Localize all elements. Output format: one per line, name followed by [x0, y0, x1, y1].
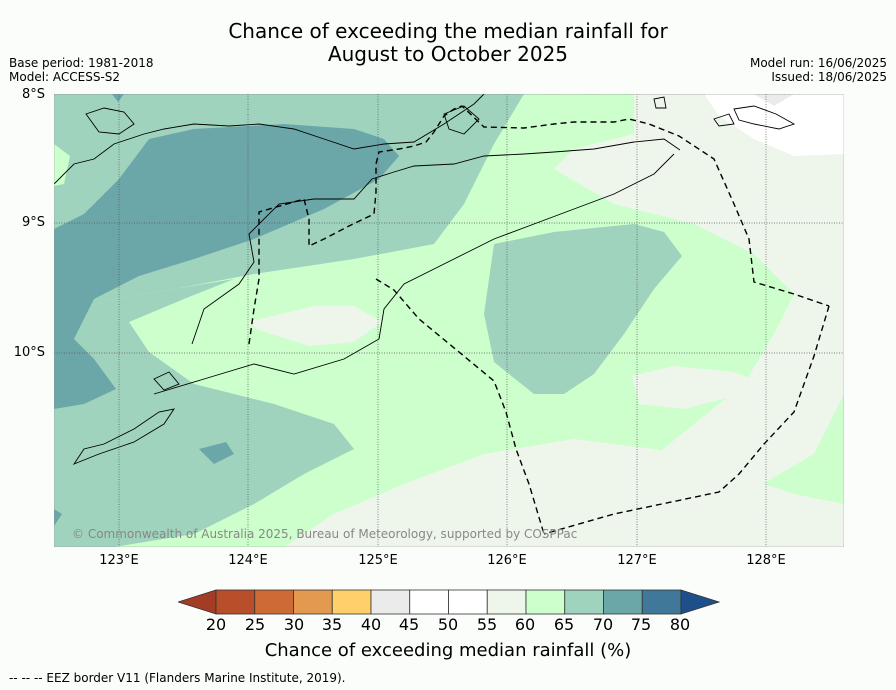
colorbar-segment [603, 589, 643, 615]
zone-55-60-central [247, 306, 382, 346]
zone-55-60-east [524, 94, 844, 514]
zone-70-75-main [54, 124, 399, 409]
colorbar-segments [178, 589, 720, 615]
cb-tick-55: 55 [476, 615, 498, 634]
lon-label-124e: 124°E [228, 553, 268, 568]
lat-label-8s: 8°S [21, 87, 45, 102]
coastline-north-islands [54, 94, 485, 185]
title-line-2: August to October 2025 [327, 42, 569, 66]
meta-left: Base period: 1981-2018 Model: ACCESS-S2 [9, 56, 154, 84]
lon-label-127e: 127°E [617, 553, 657, 568]
colorbar-segment [254, 589, 294, 615]
colorbar-segment [215, 589, 256, 615]
zone-70-75-corner [54, 509, 62, 526]
colorbar-segment [331, 589, 372, 615]
cb-tick-75: 75 [630, 615, 652, 634]
colorbar-segment [641, 589, 682, 615]
coastline-alor [85, 107, 135, 135]
coastlines [54, 94, 796, 465]
cb-tick-20: 20 [205, 615, 227, 634]
cb-tick-80: 80 [669, 615, 691, 634]
eez-east-timor [375, 278, 545, 535]
colorbar-label: Chance of exceeding median rainfall (%) [264, 640, 632, 661]
colorbar-segment [409, 589, 449, 615]
colorbar-segment [370, 589, 411, 615]
zone-65-70-east [484, 224, 682, 394]
coastline-island-ne3 [733, 105, 796, 130]
model-name: Model: ACCESS-S2 [9, 70, 121, 84]
colorbar-segment [293, 589, 333, 615]
zone-55-60-right [632, 366, 764, 409]
colorbar-segment [525, 589, 566, 615]
rainfall-map: © Commonwealth of Australia 2025, Bureau… [54, 94, 844, 547]
zone-45-55-topright [704, 94, 844, 156]
cb-tick-35: 35 [321, 615, 343, 634]
cb-tick-40: 40 [360, 615, 382, 634]
cb-tick-70: 70 [592, 615, 614, 634]
zone-left-green [54, 144, 70, 186]
lon-label-128e: 128°E [746, 553, 786, 568]
lat-label-10s: 10°S [13, 345, 45, 360]
copyright-text: © Commonwealth of Australia 2025, Bureau… [72, 527, 577, 541]
cb-tick-25: 25 [244, 615, 266, 634]
coastline-timor-south [153, 153, 675, 395]
eez-border [248, 105, 830, 535]
issued-date: Issued: 18/06/2025 [771, 70, 887, 84]
colorbar-segment [448, 589, 488, 615]
lat-label-9s: 9°S [21, 215, 45, 230]
cb-tick-45: 45 [398, 615, 420, 634]
lon-label-126e: 126°E [487, 553, 527, 568]
zone-70-75-top [112, 94, 124, 102]
coastline-semau [153, 371, 180, 391]
colorbar-arrow-high [680, 589, 720, 615]
lon-label-123e: 123°E [99, 553, 139, 568]
eez-south [543, 305, 830, 535]
colorbar-arrow-low [178, 589, 217, 615]
colorbar-segment [564, 589, 604, 615]
eez-north [248, 105, 830, 345]
coastline-timor-north [191, 138, 681, 345]
colorbar-segment [486, 589, 527, 615]
lon-label-125e: 125°E [358, 553, 398, 568]
coastline-wetar [443, 105, 480, 135]
zone-top-grey [754, 94, 794, 106]
zone-55-60-south [284, 439, 844, 547]
cb-tick-50: 50 [437, 615, 459, 634]
coastline-island-ne1 [653, 96, 667, 109]
cb-tick-65: 65 [553, 615, 575, 634]
chart-title: Chance of exceeding the median rainfall … [0, 20, 896, 66]
coastline-rote [72, 408, 175, 465]
cb-tick-30: 30 [283, 615, 305, 634]
gridlines [54, 94, 844, 547]
base-period: Base period: 1981-2018 [9, 56, 154, 70]
coastline-island-ne2 [713, 113, 735, 127]
model-run: Model run: 16/06/2025 [749, 56, 887, 70]
title-line-1: Chance of exceeding the median rainfall … [228, 19, 668, 43]
meta-right: Model run: 16/06/2025 Issued: 18/06/2025 [750, 56, 887, 84]
zone-65-70-west [54, 279, 354, 547]
colorbar [178, 589, 720, 615]
zone-70-75-patch [199, 442, 234, 464]
cb-tick-60: 60 [514, 615, 536, 634]
footnote-eez: -- -- -- EEZ border V11 (Flanders Marine… [9, 671, 346, 685]
